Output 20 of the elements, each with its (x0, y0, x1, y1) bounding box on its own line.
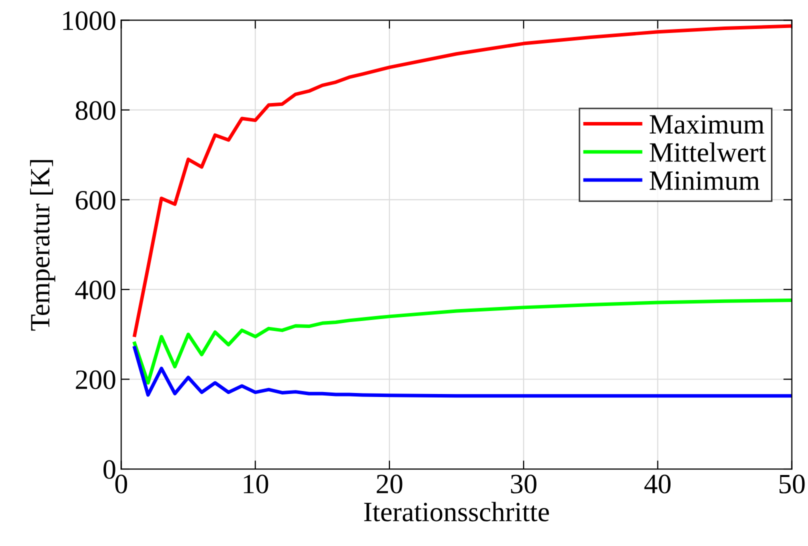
y-axis-title: Temperatur [K] (30, 160, 56, 331)
line-series (132, 298, 792, 385)
x-tick-label: 20 (376, 474, 402, 494)
x-tick-label: 10 (244, 474, 268, 494)
y-tick-label: 600 (76, 190, 116, 210)
y-tick-label: 1000 (63, 11, 116, 30)
y-tick-label: 400 (75, 280, 116, 300)
legend-label: Minimum (650, 171, 760, 190)
x-tick-label: 0 (115, 474, 128, 494)
x-tick-label: 40 (644, 474, 671, 494)
x-tick-label: 50 (780, 474, 805, 494)
y-tick-label: 800 (76, 101, 116, 120)
line-series (132, 346, 792, 398)
y-tick-label: 0 (104, 460, 116, 479)
legend-label: Mittelwert (650, 142, 766, 162)
y-tick-label: 200 (76, 370, 116, 390)
x-tick-label: 30 (511, 474, 536, 494)
x-axis-title: Iterationsschritte (364, 502, 549, 522)
legend-label: Maximum (650, 115, 764, 134)
line-series (132, 24, 792, 338)
